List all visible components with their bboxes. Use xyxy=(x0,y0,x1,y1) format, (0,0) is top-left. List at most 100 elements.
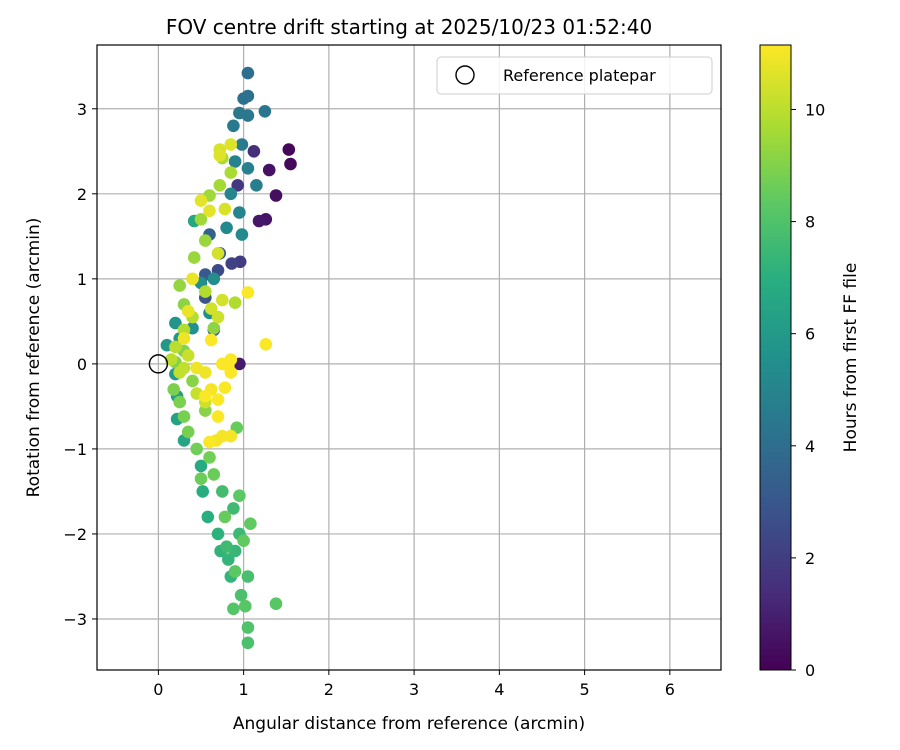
data-point xyxy=(218,510,232,524)
data-point xyxy=(173,395,186,409)
data-point xyxy=(282,143,296,156)
data-point xyxy=(187,251,201,264)
data-point xyxy=(228,296,242,310)
data-point xyxy=(224,429,238,443)
data-point xyxy=(224,166,238,179)
data-point xyxy=(224,366,238,379)
x-tick-label: 3 xyxy=(409,680,419,699)
colorbar-tick-label: 10 xyxy=(805,100,825,119)
data-point xyxy=(258,105,272,118)
data-point xyxy=(241,66,255,80)
data-point xyxy=(201,510,215,524)
data-point xyxy=(196,485,209,498)
data-point xyxy=(241,636,255,650)
data-point xyxy=(284,157,297,171)
data-point xyxy=(233,489,246,503)
data-point xyxy=(169,340,182,354)
legend-box xyxy=(436,56,713,95)
reference-platepar-marker xyxy=(148,354,169,374)
data-point xyxy=(231,179,244,192)
colorbar-tick-label: 8 xyxy=(805,213,815,232)
y-tick-label: 2 xyxy=(77,185,87,204)
data-point xyxy=(241,162,255,175)
chart-title: FOV centre drift starting at 2025/10/23 … xyxy=(166,15,652,39)
x-tick-label: 6 xyxy=(665,680,675,699)
data-point xyxy=(269,189,283,202)
data-point xyxy=(164,353,178,366)
data-point xyxy=(173,279,186,292)
data-point xyxy=(211,310,225,324)
data-point xyxy=(227,119,240,133)
data-point xyxy=(222,553,235,566)
data-point xyxy=(241,621,255,634)
y-tick-label: 1 xyxy=(77,270,87,289)
data-point xyxy=(244,517,257,530)
x-tick-label: 4 xyxy=(494,680,504,699)
x-tick-label: 1 xyxy=(239,680,249,699)
y-tick-label: 3 xyxy=(77,100,87,119)
data-point xyxy=(233,206,246,219)
y-axis-label: Rotation from reference (arcmin) xyxy=(24,218,44,498)
data-point xyxy=(228,155,242,168)
data-point xyxy=(216,357,229,371)
x-axis-ticks: 0 1 2 3 4 5 6 xyxy=(153,670,675,699)
data-point xyxy=(199,234,212,247)
data-point xyxy=(177,410,191,423)
data-point xyxy=(211,393,225,406)
data-point xyxy=(167,383,180,396)
colorbar-tick-label: 0 xyxy=(805,661,815,680)
data-point xyxy=(269,597,283,610)
data-point xyxy=(194,459,208,473)
y-tick-label: −2 xyxy=(63,525,87,544)
data-point xyxy=(186,374,199,388)
data-point xyxy=(203,451,216,464)
colorbar-tick-label: 2 xyxy=(805,549,815,568)
data-point xyxy=(216,485,229,498)
plot-frame xyxy=(96,44,722,671)
x-tick-label: 2 xyxy=(324,680,334,699)
colorbar-ticks: 0 2 4 6 8 10 xyxy=(791,100,825,680)
colorbar-gradient xyxy=(759,44,792,671)
data-point xyxy=(199,389,212,403)
colorbar-label: Hours from first FF file xyxy=(841,263,861,453)
y-tick-label: 0 xyxy=(77,355,87,374)
data-point xyxy=(194,194,208,207)
data-point xyxy=(220,221,233,235)
data-point xyxy=(237,92,250,105)
data-point xyxy=(213,149,227,162)
legend-open-circle-icon xyxy=(455,65,475,85)
data-point xyxy=(239,599,252,613)
data-points xyxy=(160,66,297,650)
data-point xyxy=(227,502,240,515)
data-point xyxy=(203,204,216,218)
data-point xyxy=(169,316,182,330)
data-point xyxy=(207,321,221,335)
y-axis-ticks: −3 −2 −1 0 1 2 3 xyxy=(63,100,97,629)
data-point xyxy=(186,272,199,286)
data-point xyxy=(207,468,221,481)
data-point xyxy=(199,285,212,298)
data-point xyxy=(194,213,208,226)
data-point xyxy=(262,163,276,177)
data-point xyxy=(181,425,195,439)
data-point xyxy=(235,138,249,151)
data-point xyxy=(218,202,232,216)
colorbar-tick-label: 6 xyxy=(805,325,815,344)
data-point xyxy=(235,228,249,241)
data-point xyxy=(224,138,238,151)
data-point xyxy=(211,410,225,423)
data-point xyxy=(241,570,255,583)
data-point xyxy=(224,187,238,201)
x-tick-label: 0 xyxy=(153,680,163,699)
data-point xyxy=(220,540,233,553)
data-point xyxy=(228,565,242,578)
data-point xyxy=(181,349,195,362)
data-point xyxy=(250,179,263,192)
data-point xyxy=(259,338,273,351)
data-point xyxy=(177,332,191,345)
data-point xyxy=(234,588,248,602)
legend: Reference platepar xyxy=(436,56,713,95)
data-point xyxy=(199,366,212,379)
data-point xyxy=(203,435,216,449)
data-point xyxy=(225,257,238,270)
